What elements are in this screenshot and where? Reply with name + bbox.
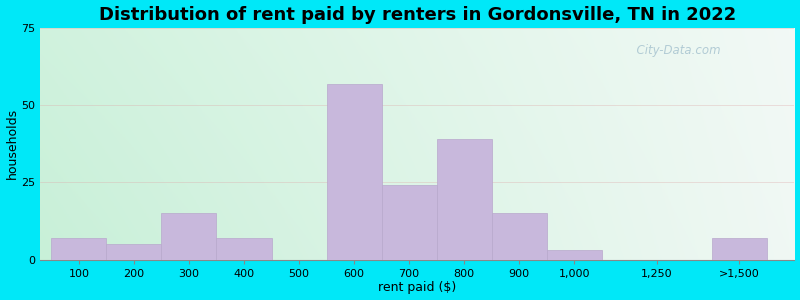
Bar — [51, 238, 106, 260]
Bar — [546, 250, 602, 260]
Y-axis label: households: households — [6, 108, 18, 179]
Bar — [712, 238, 767, 260]
Bar — [217, 238, 271, 260]
Bar — [162, 213, 217, 260]
Bar — [437, 139, 492, 260]
Text: City-Data.com: City-Data.com — [629, 44, 720, 57]
Title: Distribution of rent paid by renters in Gordonsville, TN in 2022: Distribution of rent paid by renters in … — [98, 6, 736, 24]
Bar — [326, 83, 382, 260]
X-axis label: rent paid ($): rent paid ($) — [378, 281, 457, 294]
Bar — [492, 213, 546, 260]
Bar — [382, 185, 437, 260]
Bar — [106, 244, 162, 260]
